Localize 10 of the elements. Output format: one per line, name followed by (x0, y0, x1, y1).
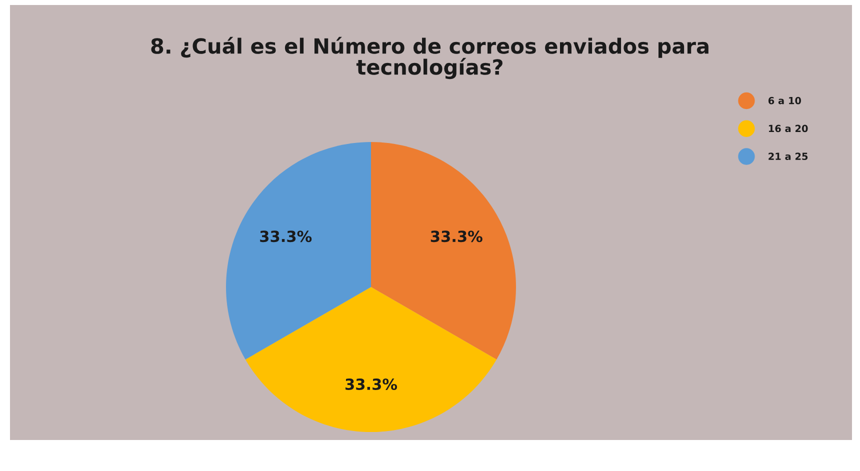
pie-slice (226, 142, 371, 360)
legend-label: 16 a 20 (768, 124, 808, 132)
data-label: 33.3% (430, 230, 482, 242)
data-label: 33.3% (260, 230, 312, 242)
chart-title: 8. ¿Cuál es el Número de correos enviados para tecnologías? (151, 36, 708, 80)
legend-label: 21 a 25 (768, 152, 808, 160)
data-label: 33.3% (346, 378, 398, 390)
legend-label: 6 a 10 (768, 96, 802, 104)
pie-slice (371, 142, 516, 360)
pie-slice (245, 287, 497, 432)
